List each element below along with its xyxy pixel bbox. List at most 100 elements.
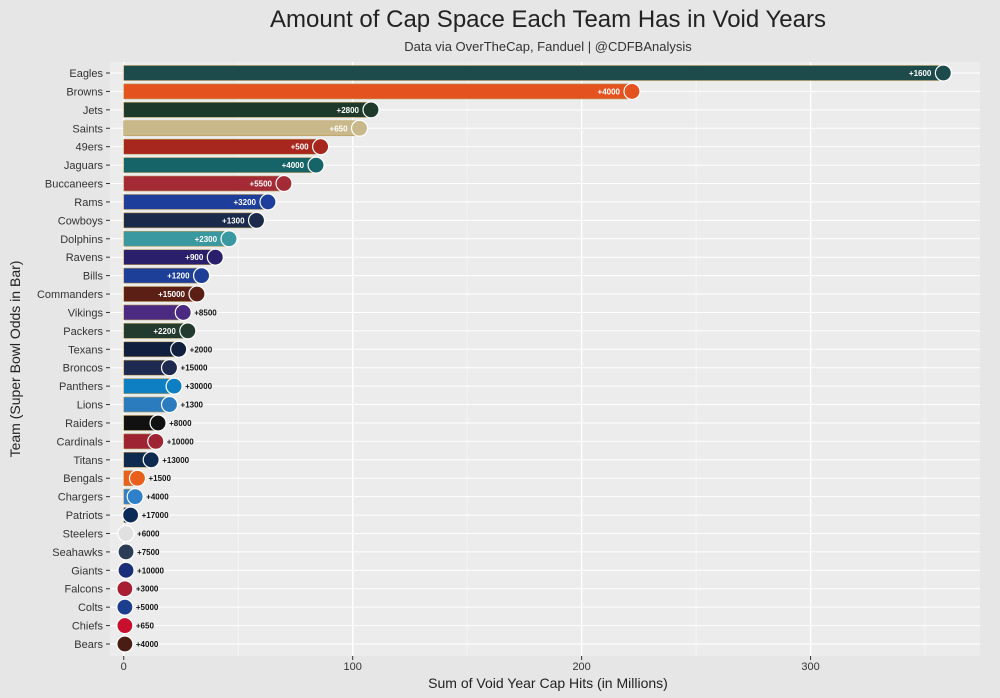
odds-label: +1300 — [222, 216, 245, 225]
odds-label: +15000 — [158, 290, 185, 299]
odds-label: +8000 — [169, 419, 192, 428]
y-tick-label: Broncos — [63, 363, 104, 375]
x-axis-label: Sum of Void Year Cap Hits (in Millions) — [428, 675, 668, 691]
odds-label: +7500 — [137, 548, 160, 557]
y-tick-label: Eagles — [69, 68, 103, 80]
y-tick-label: Commanders — [37, 289, 104, 301]
y-tick-label: Texans — [68, 344, 103, 356]
y-tick-label: Lions — [77, 400, 104, 412]
odds-label: +1300 — [181, 401, 204, 410]
team-logo-dolphins — [220, 230, 238, 248]
odds-label: +2800 — [337, 106, 360, 115]
team-logo-bears — [116, 635, 134, 653]
team-logo-broncos — [160, 359, 179, 377]
y-tick-label: Chiefs — [72, 621, 104, 633]
y-tick-label: Chargers — [58, 492, 104, 504]
y-tick-label: Rams — [74, 197, 103, 209]
y-tick-label: Titans — [73, 455, 103, 467]
odds-label: +650 — [136, 622, 155, 631]
odds-label: +8500 — [194, 308, 217, 317]
team-logo-49ers — [312, 138, 330, 156]
y-tick-label: Jaguars — [64, 160, 104, 172]
team-logo-ravens — [206, 248, 224, 266]
odds-label: +4000 — [282, 161, 305, 170]
team-logo-buccaneers — [275, 174, 293, 193]
team-logo-patriots — [122, 506, 140, 524]
odds-label: +10000 — [137, 566, 164, 575]
x-tick-label: 100 — [344, 661, 362, 673]
team-logo-eagles — [934, 64, 952, 82]
odds-label: +13000 — [162, 456, 189, 465]
odds-label: +2000 — [190, 345, 213, 354]
team-logo-bengals — [128, 469, 147, 487]
y-tick-label: Saints — [72, 123, 103, 135]
y-tick-label: Colts — [78, 602, 104, 614]
team-logo-colts — [116, 598, 134, 616]
y-tick-label: Dolphins — [60, 234, 103, 246]
chart-subtitle: Data via OverTheCap, Fanduel | @CDFBAnal… — [404, 39, 692, 54]
y-tick-label: Bears — [74, 639, 103, 651]
team-logo-jets — [362, 101, 380, 119]
odds-label: +5500 — [250, 180, 273, 189]
odds-label: +4000 — [136, 640, 159, 649]
team-logo-cardinals — [147, 432, 165, 450]
odds-label: +4000 — [598, 87, 621, 96]
odds-label: +3200 — [234, 198, 257, 207]
team-logo-lions — [160, 395, 179, 414]
team-logo-vikings — [174, 303, 192, 322]
team-logo-steelers — [117, 524, 135, 543]
y-tick-labels: Eagles Browns Jets Saints 49ers Jaguars Buccan… — [37, 68, 110, 651]
y-tick-label: Cowboys — [58, 215, 104, 227]
odds-label: +1200 — [167, 272, 190, 281]
y-tick-label: Browns — [66, 86, 103, 98]
odds-label: +1500 — [148, 474, 171, 483]
y-tick-label: Vikings — [68, 307, 104, 319]
y-tick-label: 49ers — [75, 142, 103, 154]
team-logo-commanders — [188, 285, 206, 303]
odds-label: +30000 — [185, 382, 212, 391]
team-logo-cowboys — [247, 211, 266, 229]
y-tick-label: Panthers — [59, 381, 104, 393]
bar-series: +1600 +4000 +2800 +650 +500 +4000 +5500 +3200 +1… — [116, 64, 952, 653]
team-logo-chiefs — [116, 616, 134, 635]
y-tick-label: Raiders — [65, 418, 103, 430]
y-tick-label: Steelers — [63, 528, 104, 540]
bar-jets — [123, 102, 372, 118]
x-tick-label: 0 — [121, 661, 127, 673]
bar-eagles — [123, 65, 944, 81]
team-logo-browns — [623, 82, 641, 101]
team-logo-raiders — [149, 414, 167, 432]
odds-label: +2300 — [195, 235, 218, 244]
y-tick-label: Bills — [83, 271, 104, 283]
odds-label: +650 — [330, 124, 349, 133]
odds-label: +3000 — [136, 585, 159, 594]
team-logo-seahawks — [117, 543, 135, 561]
y-axis-label: Team (Super Bowl Odds in Bar) — [7, 261, 23, 458]
team-logo-falcons — [116, 580, 134, 598]
odds-label: +900 — [185, 253, 204, 262]
odds-label: +15000 — [181, 364, 208, 373]
y-tick-label: Patriots — [66, 510, 104, 522]
bar-bills — [123, 267, 202, 284]
team-logo-packers — [179, 322, 197, 340]
y-tick-label: Giants — [71, 565, 103, 577]
odds-label: +1600 — [909, 69, 932, 78]
team-logo-saints — [350, 119, 369, 137]
y-tick-label: Packers — [63, 326, 103, 338]
odds-label: +5000 — [136, 603, 159, 612]
y-tick-label: Ravens — [66, 252, 104, 264]
team-logo-bills — [192, 267, 211, 285]
x-tick-label: 200 — [572, 661, 590, 673]
y-tick-label: Cardinals — [57, 436, 104, 448]
bar-vikings — [123, 304, 184, 321]
x-tick-label: 300 — [801, 661, 819, 673]
odds-label: +2200 — [153, 327, 176, 336]
team-logo-titans — [142, 451, 160, 469]
y-tick-label: Bengals — [63, 473, 103, 485]
odds-label: +17000 — [142, 511, 169, 520]
bar-saints — [123, 120, 360, 137]
odds-label: +10000 — [167, 437, 194, 446]
y-tick-label: Seahawks — [52, 547, 103, 559]
